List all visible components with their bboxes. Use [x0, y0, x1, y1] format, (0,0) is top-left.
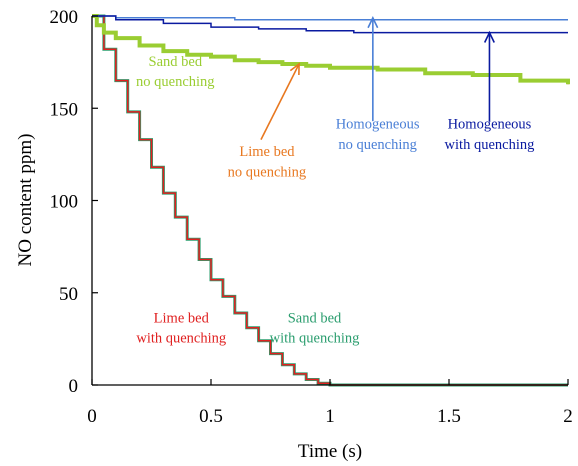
annotation-homog-nq-line1: Homogeneous: [336, 117, 420, 133]
y-tick-label: 150: [50, 99, 79, 120]
annotation-sand-wq-line2: with quenching: [270, 331, 360, 347]
lime-nq-arrow: [260, 63, 300, 140]
annotation-homog-wq-line1: Homogeneous: [448, 117, 532, 133]
annotation-homog-wq-line2: with quenching: [445, 137, 535, 153]
series-line-6: [92, 15, 568, 34]
x-tick-label: 0.5: [199, 406, 223, 427]
annotation-sand-nq-line2: no quenching: [136, 74, 215, 90]
y-axis-label: NO content ppm): [15, 134, 36, 267]
series-line-4: [92, 14, 570, 85]
ticks-layer: 0 0.5 1 1.5 2 0 50 100 150 200: [50, 7, 573, 427]
annotation-sand-wq-line1: Sand bed: [288, 310, 342, 326]
series-line-2: [92, 15, 568, 386]
y-tick-label: 200: [50, 7, 79, 28]
x-tick-label: 1: [325, 406, 335, 427]
homog-wq-arrow-head: [483, 30, 495, 43]
annotation-lime-nq-line1: Lime bed: [239, 144, 295, 160]
y-tick-label: 100: [50, 192, 79, 213]
annotation-lime-nq-line2: no quenching: [228, 165, 307, 181]
x-tick-label: 1.5: [437, 406, 461, 427]
annotation-sand-nq-line1: Sand bed: [149, 54, 203, 70]
annotation-lime-wq-line1: Lime bed: [154, 310, 210, 326]
x-axis-label: Time (s): [298, 441, 362, 462]
x-tick-label: 2: [563, 406, 573, 427]
lime-nq-arrow-head: [289, 62, 300, 75]
annotation-homog-nq-line2: no quenching: [338, 137, 417, 153]
annotations-layer: Sand bed no quenching Lime bed no quenching…: [136, 16, 535, 347]
y-tick-label: 0: [69, 376, 79, 397]
homog-nq-arrow-head: [367, 16, 379, 29]
y-tick-label: 50: [59, 284, 78, 305]
annotation-lime-wq-line2: with quenching: [136, 331, 226, 347]
series-layer: [92, 14, 570, 387]
x-tick-label: 0: [87, 406, 97, 427]
